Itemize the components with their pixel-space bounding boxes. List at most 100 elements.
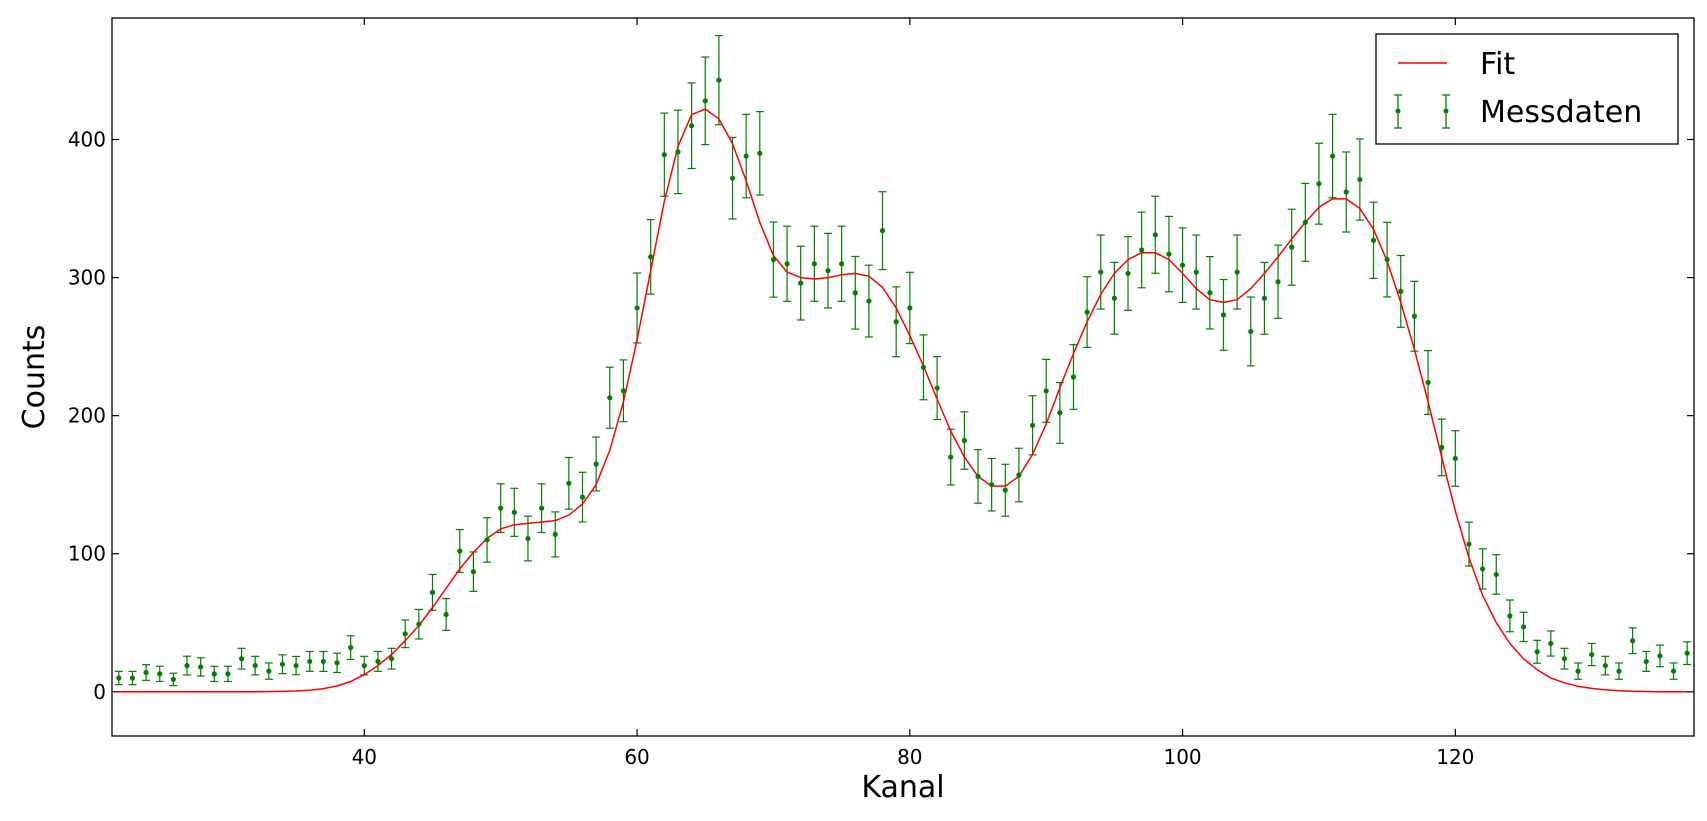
data-point [1261, 295, 1268, 301]
data-point [1480, 566, 1486, 572]
data-point [743, 153, 749, 159]
data-point [266, 668, 272, 674]
x-tick-label: 60 [624, 745, 649, 769]
x-tick-label: 80 [897, 745, 922, 769]
plot-frame [111, 17, 1695, 737]
data-point [238, 656, 245, 662]
data-point [1302, 219, 1308, 225]
x-axis-label: Kanal [861, 770, 944, 805]
data-point [1630, 638, 1636, 644]
data-point [729, 175, 736, 181]
data-point [1343, 189, 1349, 195]
data-point [648, 254, 654, 260]
data-point [1043, 388, 1049, 394]
data-point [675, 149, 681, 155]
data-point [1152, 232, 1158, 238]
data-point [320, 658, 326, 665]
data-point [866, 298, 872, 304]
y-tick-label: 0 [93, 680, 106, 704]
data-point [661, 152, 667, 158]
data-point [839, 261, 845, 267]
data-point [1425, 379, 1431, 386]
data-point [1316, 181, 1322, 187]
data-point [279, 661, 286, 667]
data-point [1657, 653, 1663, 659]
x-tick-label: 40 [352, 745, 377, 769]
data-point [1139, 247, 1145, 253]
data-point [1670, 668, 1677, 674]
data-point [1534, 649, 1540, 655]
data-point [607, 395, 613, 401]
data-point [1561, 656, 1568, 662]
y-axis-label: Counts [17, 325, 52, 430]
data-point [552, 531, 558, 538]
data-point [907, 305, 913, 311]
data-point [375, 658, 381, 665]
data-point [538, 505, 545, 511]
data-point [961, 437, 967, 444]
data-point [1439, 444, 1445, 451]
data-point [948, 454, 954, 460]
data-points [116, 77, 1690, 682]
data-point [1548, 640, 1554, 647]
data-point [716, 77, 722, 83]
data-point [634, 305, 640, 311]
data-point [1357, 176, 1363, 183]
data-point [620, 388, 627, 394]
data-point [1084, 309, 1090, 315]
data-point [1248, 328, 1254, 335]
data-point [893, 319, 899, 325]
data-point [1398, 288, 1404, 294]
data-point [470, 569, 477, 575]
data-point [1057, 410, 1063, 416]
data-point [1329, 153, 1336, 159]
data-point [1070, 374, 1077, 380]
data-point [1370, 237, 1377, 243]
y-tick-label: 400 [68, 128, 106, 152]
data-point [334, 660, 340, 666]
data-point [784, 261, 790, 267]
data-point [934, 385, 940, 391]
data-point [348, 645, 354, 651]
data-point [293, 662, 299, 669]
data-point [129, 675, 136, 681]
data-point [1275, 279, 1281, 285]
data-point [879, 228, 886, 234]
data-point [566, 480, 572, 486]
data-point [361, 662, 367, 669]
data-point [1452, 455, 1458, 462]
data-point [143, 669, 149, 676]
data-point [1125, 270, 1131, 277]
data-point [498, 505, 504, 511]
x-tick-label: 100 [1163, 745, 1201, 769]
data-point [225, 671, 231, 677]
data-point [1616, 668, 1622, 674]
legend: Fit Messdaten [1375, 33, 1679, 145]
data-point [457, 548, 463, 554]
data-point [1384, 257, 1390, 263]
data-point [1016, 472, 1022, 478]
data-point [579, 494, 586, 500]
data-point [511, 509, 517, 515]
data-point [1220, 312, 1227, 318]
data-point [1002, 487, 1008, 493]
data-point [1602, 662, 1608, 669]
data-point [1193, 269, 1199, 275]
data-point [1411, 313, 1418, 319]
data-point [1111, 295, 1117, 301]
data-point [1098, 269, 1104, 275]
data-point [157, 671, 163, 677]
data-point [1684, 650, 1690, 656]
data-point [443, 611, 449, 618]
data-point [1289, 244, 1295, 250]
data-point [689, 123, 695, 129]
data-point [116, 675, 122, 681]
data-point [198, 664, 204, 670]
data-point [388, 656, 395, 662]
data-point [1166, 251, 1172, 257]
data-point [852, 290, 858, 296]
data-point [484, 537, 490, 543]
data-point [989, 482, 995, 488]
legend-data-label: Messdaten [1480, 95, 1642, 130]
